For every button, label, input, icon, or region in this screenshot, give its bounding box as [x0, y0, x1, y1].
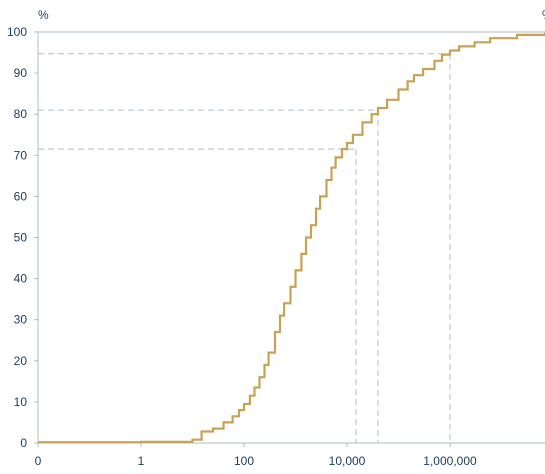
y-tick-label: 0	[20, 436, 27, 450]
x-tick-label: 1	[138, 454, 145, 468]
axes	[34, 31, 545, 447]
y-tick-label: 70	[14, 148, 28, 162]
y-tick-label: 40	[14, 272, 28, 286]
y-unit-label-right: %	[542, 8, 545, 22]
y-tick-label: 60	[14, 189, 28, 203]
y-tick-label: 20	[14, 354, 28, 368]
tick-labels: 0 10 20 30 40 50 60 70 80 90 100%% 0 1 100 10,000 1,000…	[7, 8, 545, 468]
x-tick-label: 100	[234, 454, 254, 468]
y-tick-label: 10	[14, 395, 28, 409]
x-tick-label: 1,000,000	[423, 454, 477, 468]
y-tick-label: 90	[14, 66, 28, 80]
y-tick-label: 100	[7, 25, 27, 39]
x-tick-label: 10,000	[329, 454, 366, 468]
y-tick-label: 50	[14, 231, 28, 245]
cumulative-step-line	[38, 32, 545, 444]
y-unit-label-left: %	[38, 8, 49, 22]
reference-lines	[38, 53, 451, 443]
x-tick-label: 0	[35, 454, 42, 468]
y-tick-label: 80	[14, 107, 28, 121]
series-group	[38, 32, 545, 444]
y-tick-label: 30	[14, 313, 28, 327]
